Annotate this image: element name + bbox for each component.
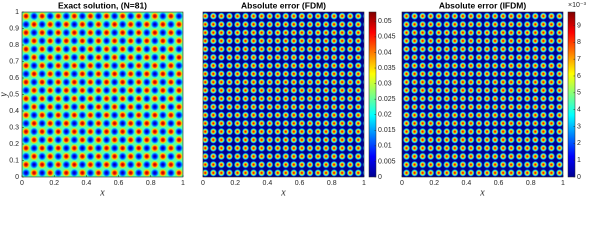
colorbar-tick-label: 1 <box>577 157 581 164</box>
colorbar-tick-label: 0.03 <box>378 80 392 87</box>
x-tick-label: 0.6 <box>295 180 305 187</box>
y-tick-label: 0.1 <box>9 157 19 164</box>
x-tick-label: 0.2 <box>230 180 240 187</box>
colorbar-tick-label: 0.05 <box>378 18 392 25</box>
x-tick-label: 0.8 <box>146 180 156 187</box>
x-tick-label: 0.4 <box>462 180 472 187</box>
x-tick-label: 0.6 <box>494 180 504 187</box>
x-axis-label: x <box>479 187 485 198</box>
heatmap-image <box>402 12 563 177</box>
colorbar-tick-label: 3 <box>577 123 581 130</box>
x-tick-label: 1 <box>181 180 185 187</box>
x-tick-label: 0.2 <box>429 180 439 187</box>
colorbar-exponent: ×10⁻³ <box>568 2 587 9</box>
x-tick-label: 0.6 <box>114 180 124 187</box>
y-tick-label: 0.4 <box>9 108 19 115</box>
x-tick-label: 0 <box>400 180 404 187</box>
x-axis-label: x <box>99 187 105 198</box>
colorbar-tick-label: 7 <box>577 56 581 63</box>
y-tick-label: 0.8 <box>9 42 19 49</box>
x-tick-label: 0 <box>20 180 24 187</box>
colorbar-tick-label: 0.005 <box>378 158 396 165</box>
colorbar-tick-label: 0.01 <box>378 143 392 150</box>
y-tick-label: 0.2 <box>9 141 19 148</box>
x-tick-label: 1 <box>561 180 565 187</box>
colorbar-tick-label: 0 <box>378 174 382 181</box>
axes-box <box>401 11 564 178</box>
heatmap-image <box>22 12 183 177</box>
x-tick-label: 0.8 <box>526 180 536 187</box>
y-tick-label: 0.6 <box>9 75 19 82</box>
colorbar-tick-label: 0.025 <box>378 96 396 103</box>
x-tick-label: 0.4 <box>82 180 92 187</box>
y-tick-label: 1 <box>15 9 19 16</box>
colorbar-tick-label: 0 <box>577 174 581 181</box>
x-tick-label: 1 <box>362 180 366 187</box>
x-tick-label: 0 <box>201 180 205 187</box>
x-tick-label: 0.4 <box>263 180 273 187</box>
colorbar-tick-label: 6 <box>577 73 581 80</box>
colorbar-tick-label: 0.02 <box>378 112 392 119</box>
y-tick-label: 0.9 <box>9 25 19 32</box>
colorbar-tick-label: 0.015 <box>378 127 396 134</box>
panel-title: Absolute error (IFDM) <box>439 0 527 10</box>
x-tick-label: 0.8 <box>327 180 337 187</box>
y-axis-label: y <box>0 92 9 98</box>
x-axis-label: x <box>280 187 286 198</box>
colorbar-tick-label: 0.045 <box>378 34 396 41</box>
y-tick-label: 0.3 <box>9 124 19 131</box>
colorbar <box>368 11 377 178</box>
figure: Exact solution, (N=81)xy00.20.40.60.8100… <box>0 0 587 198</box>
y-tick-label: 0 <box>15 174 19 181</box>
colorbar-tick-label: 0.04 <box>378 49 392 56</box>
colorbar-tick-label: 5 <box>577 90 581 97</box>
colorbar-tick-label: 0.035 <box>378 65 396 72</box>
x-tick-label: 0.2 <box>49 180 59 187</box>
colorbar <box>567 11 576 178</box>
y-tick-label: 0.7 <box>9 58 19 65</box>
heatmap-image <box>203 12 364 177</box>
y-tick-label: 0.5 <box>9 91 19 98</box>
axes-box <box>202 11 365 178</box>
colorbar-tick-label: 8 <box>577 39 581 46</box>
panel-title: Exact solution, (N=81) <box>58 0 147 10</box>
colorbar-tick-label: 2 <box>577 140 581 147</box>
colorbar-tick-label: 9 <box>577 22 581 29</box>
panel-title: Absolute error (FDM) <box>241 0 326 10</box>
colorbar-tick-label: 4 <box>577 106 581 113</box>
